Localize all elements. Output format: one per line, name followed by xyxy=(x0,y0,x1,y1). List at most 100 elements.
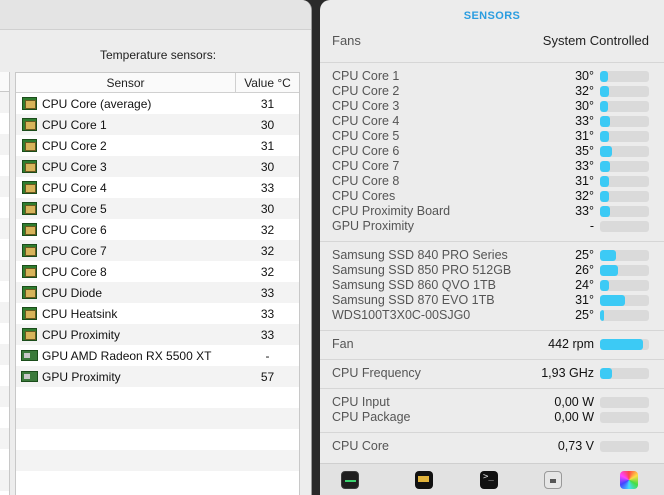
window-titlebar[interactable] xyxy=(0,0,311,30)
sensor-value: - xyxy=(265,348,270,363)
power-row[interactable]: CPU Package 0,00 W xyxy=(320,410,664,425)
cpu-temp-row[interactable]: CPU Core 7 33° xyxy=(320,159,664,174)
disk-temp-row[interactable]: WDS100T3X0C-00SJG0 25° xyxy=(320,308,664,323)
table-row[interactable]: CPU Core (average) 31 xyxy=(16,93,299,114)
cpu-temp-row[interactable]: CPU Cores 32° xyxy=(320,189,664,204)
table-row[interactable]: CPU Core 5 30 xyxy=(16,198,299,219)
disk-temp-row[interactable]: Samsung SSD 870 EVO 1TB 31° xyxy=(320,293,664,308)
sensor-label: Samsung SSD 870 EVO 1TB xyxy=(332,293,495,307)
sensor-value: 31 xyxy=(260,96,275,111)
level-bar-fill xyxy=(600,131,609,142)
cpu-frequency-row[interactable]: CPU Frequency 1,93 GHz xyxy=(320,366,664,381)
level-bar-fill xyxy=(600,146,613,157)
cpu-chip-icon xyxy=(21,265,37,278)
divider xyxy=(320,359,664,360)
sensor-reading: 33° xyxy=(575,204,594,218)
cpu-temp-row[interactable]: CPU Proximity Board 33° xyxy=(320,204,664,219)
disk-temp-row[interactable]: Samsung SSD 860 QVO 1TB 24° xyxy=(320,278,664,293)
table-row[interactable]: CPU Diode 33 xyxy=(16,282,299,303)
sensor-name: CPU Core 7 xyxy=(42,243,107,258)
activity-monitor-icon[interactable] xyxy=(341,471,359,489)
cpu-temp-row[interactable]: CPU Core 2 32° xyxy=(320,84,664,99)
level-bar-fill xyxy=(600,265,618,276)
level-bar xyxy=(600,191,649,202)
column-header-sensor[interactable]: Sensor xyxy=(16,73,236,92)
cpu-chip-icon xyxy=(21,118,37,131)
level-bar-fill xyxy=(600,191,610,202)
sensor-value: 30 xyxy=(260,201,275,216)
fans-row[interactable]: Fans System Controlled xyxy=(320,30,664,55)
cpu-temp-row[interactable]: CPU Core 4 33° xyxy=(320,114,664,129)
gpu-card-icon xyxy=(20,371,38,382)
divider xyxy=(320,241,664,242)
fan-speed-row[interactable]: Fan 442 rpm xyxy=(320,337,664,352)
divider xyxy=(320,330,664,331)
sensor-reading: 30° xyxy=(575,99,594,113)
cpu-temp-row[interactable]: CPU Core 1 30° xyxy=(320,69,664,84)
level-bar-fill xyxy=(600,250,616,261)
table-row[interactable]: CPU Core 7 32 xyxy=(16,240,299,261)
level-bar-fill xyxy=(600,176,609,187)
table-row[interactable]: CPU Core 1 30 xyxy=(16,114,299,135)
sensor-value: 31 xyxy=(260,138,275,153)
level-bar-fill xyxy=(600,116,610,127)
sensor-reading: 32° xyxy=(575,189,594,203)
table-row[interactable]: GPU Proximity 57 xyxy=(16,366,299,387)
table-row[interactable]: CPU Core 2 31 xyxy=(16,135,299,156)
level-bar xyxy=(600,265,649,276)
sensor-name: CPU Core 1 xyxy=(42,117,107,132)
cpu-temp-row[interactable]: CPU Core 3 30° xyxy=(320,99,664,114)
level-bar xyxy=(600,71,649,82)
table-row[interactable]: CPU Proximity 33 xyxy=(16,324,299,345)
column-header-value[interactable]: Value °C xyxy=(244,76,291,90)
power-row[interactable]: CPU Input 0,00 W xyxy=(320,395,664,410)
level-bar xyxy=(600,176,649,187)
cpu-chip-icon xyxy=(21,97,37,110)
table-header: Sensor Value °C xyxy=(16,73,299,93)
sensor-label: CPU Core 4 xyxy=(332,114,400,128)
console-icon[interactable] xyxy=(415,471,433,489)
color-wheel-icon[interactable] xyxy=(620,471,638,489)
level-bar xyxy=(600,368,649,379)
voltage-row[interactable]: CPU Core 0,73 V xyxy=(320,439,664,454)
sensor-name: CPU Core (average) xyxy=(42,96,152,111)
cpu-chip-icon xyxy=(21,139,37,152)
sensor-label: Samsung SSD 860 QVO 1TB xyxy=(332,278,496,292)
sensor-label: CPU Proximity Board xyxy=(332,204,451,218)
sensor-reading: 31° xyxy=(575,174,594,188)
divider xyxy=(320,432,664,433)
level-bar xyxy=(600,131,649,142)
disk-temp-row[interactable]: Samsung SSD 840 PRO Series 25° xyxy=(320,248,664,263)
temperature-window: Temperature sensors: Sensor Value °C CPU… xyxy=(0,0,312,495)
sensor-label: CPU Core 7 xyxy=(332,159,400,173)
disk-temp-row[interactable]: Samsung SSD 850 PRO 512GB 26° xyxy=(320,263,664,278)
sensor-value: 32 xyxy=(260,264,275,279)
cpu-temp-row[interactable]: CPU Core 5 31° xyxy=(320,129,664,144)
sensor-name: CPU Core 3 xyxy=(42,159,107,174)
sensor-label: CPU Core 5 xyxy=(332,129,400,143)
table-row[interactable]: CPU Core 4 33 xyxy=(16,177,299,198)
table-row[interactable]: CPU Core 8 32 xyxy=(16,261,299,282)
cpu-temp-row[interactable]: GPU Proximity - xyxy=(320,219,664,234)
cpu-chip-icon xyxy=(21,160,37,173)
sensor-reading: 442 rpm xyxy=(548,337,594,351)
robot-icon[interactable] xyxy=(544,471,562,489)
table-row[interactable]: CPU Core 3 30 xyxy=(16,156,299,177)
terminal-icon[interactable] xyxy=(480,471,498,489)
cpu-temp-row[interactable]: CPU Core 6 35° xyxy=(320,144,664,159)
table-row[interactable]: CPU Core 6 32 xyxy=(16,219,299,240)
cpu-chip-icon xyxy=(21,223,37,236)
cpu-temp-row[interactable]: CPU Core 8 31° xyxy=(320,174,664,189)
sensor-label: Samsung SSD 840 PRO Series xyxy=(332,248,508,262)
level-bar xyxy=(600,280,649,291)
table-row[interactable]: GPU AMD Radeon RX 5500 XT - xyxy=(16,345,299,366)
cpu-chip-icon xyxy=(21,202,37,215)
sensor-reading: 25° xyxy=(575,308,594,322)
side-list[interactable] xyxy=(0,72,10,495)
divider xyxy=(320,62,664,63)
scrollbar[interactable] xyxy=(300,72,311,495)
level-bar-fill xyxy=(600,86,610,97)
table-row[interactable]: CPU Heatsink 33 xyxy=(16,303,299,324)
level-bar-fill xyxy=(600,71,609,82)
sensor-name: GPU AMD Radeon RX 5500 XT xyxy=(42,348,212,363)
